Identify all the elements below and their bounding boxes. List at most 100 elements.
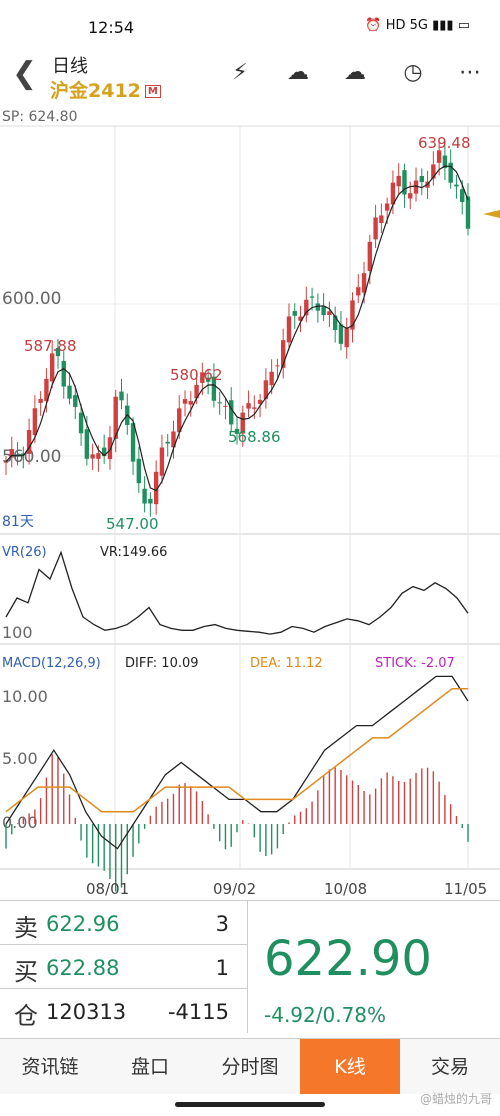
candle-body <box>107 437 113 460</box>
macd-dea: DEA: 11.12 <box>250 656 323 671</box>
oi-change: -4115 <box>167 1000 229 1024</box>
macd-diff: DIFF: 10.09 <box>125 656 199 671</box>
candle-body <box>165 441 170 444</box>
back-icon[interactable]: ❮ <box>12 56 38 91</box>
candle-body <box>130 423 136 462</box>
lightning-icon[interactable]: ⚡ <box>232 60 248 85</box>
annotation-high: 639.48 <box>418 134 471 152</box>
candle-body <box>240 412 245 434</box>
badge: M <box>144 85 161 98</box>
macd-tick-5: 5.00 <box>2 749 38 768</box>
candle-body <box>229 400 234 425</box>
x-label-1008: 10/08 <box>324 880 367 898</box>
tab-orderbook[interactable]: 盘口 <box>130 1056 169 1078</box>
candle-body <box>384 203 390 211</box>
tab-intraday[interactable]: 分时图 <box>221 1056 279 1078</box>
buy-row[interactable]: 买 622.88 1 <box>0 945 248 989</box>
cloud-down-icon[interactable]: ☁ <box>287 60 309 85</box>
y-tick-600: 600.00 <box>2 289 61 309</box>
x-label-0902: 09/02 <box>213 880 256 898</box>
candle-body <box>390 182 396 205</box>
tab-trade[interactable]: 交易 <box>430 1056 469 1078</box>
candle-body <box>9 449 14 458</box>
cloud-sync-icon[interactable]: ☁ <box>344 60 366 85</box>
status-icons: ⏰ HD 5G ▮▮▮ ▭ <box>365 18 470 33</box>
candle-body <box>402 170 407 195</box>
candle-body <box>361 273 367 293</box>
oi-value: 120313 <box>46 1000 127 1024</box>
candle-body <box>159 447 165 476</box>
candle-body <box>309 296 315 298</box>
tab-news[interactable]: 资讯链 <box>21 1056 79 1078</box>
candle-body <box>327 311 332 316</box>
candle-body <box>234 428 240 434</box>
price-change: -4.92/0.78% <box>264 1003 387 1027</box>
candle-body <box>448 162 453 183</box>
x-label-1105: 11/05 <box>444 880 487 898</box>
candle-body <box>211 376 217 401</box>
candle-body <box>431 164 436 179</box>
macd-name: MACD(12,26,9) <box>2 656 101 671</box>
kline-svg[interactable]: SP: 624.80 600.00 560.00 81天 639.48 587.… <box>0 104 500 900</box>
candle-body <box>257 399 263 404</box>
sell-label: 卖 <box>14 914 38 942</box>
candle-body <box>26 430 32 454</box>
symbol-title: 沪金2412 M <box>50 76 161 103</box>
y-tick-560: 560.00 <box>2 447 61 467</box>
x-label-0801: 08/01 <box>86 880 129 898</box>
candle-body <box>373 217 378 240</box>
vr-line <box>5 550 469 635</box>
annotation-low: 547.00 <box>106 515 159 533</box>
candle-body <box>413 180 419 194</box>
candle-body <box>263 380 269 399</box>
vr-name: VR(26) <box>2 545 47 560</box>
sell-row[interactable]: 卖 622.96 3 <box>0 901 248 945</box>
clock-icon[interactable]: ◷ <box>403 60 423 85</box>
candle-body <box>96 453 101 459</box>
dea-line <box>5 687 468 813</box>
candle-body <box>50 353 55 382</box>
watermark: @蜡烛的九哥 <box>419 1092 492 1106</box>
candle-body <box>356 287 361 296</box>
candle-body <box>454 184 459 187</box>
home-indicator[interactable] <box>175 1102 325 1107</box>
annotation-mid-low: 568.86 <box>228 428 281 446</box>
tab-kline[interactable]: K线 <box>300 1039 400 1095</box>
candle-body <box>465 196 471 229</box>
more-icon[interactable]: ⋯ <box>459 60 481 85</box>
candle-body <box>21 453 26 456</box>
vr-value: VR:149.66 <box>100 545 167 560</box>
sell-price: 622.96 <box>46 912 120 936</box>
candle-body <box>67 385 72 399</box>
candle-body <box>119 391 124 401</box>
last-price: 622.90 <box>264 931 432 987</box>
candle-body <box>460 189 465 203</box>
sp-label: SP: 624.80 <box>2 109 77 125</box>
candle-body <box>275 365 280 367</box>
grid <box>0 125 500 870</box>
buy-qty: 1 <box>215 956 229 980</box>
candle-body <box>32 408 38 435</box>
candle-body <box>332 315 338 331</box>
candle-body <box>321 306 326 316</box>
candle-body <box>171 431 176 448</box>
ma-line <box>5 165 469 492</box>
candle-body <box>153 471 159 505</box>
candle-body <box>367 241 373 271</box>
candle-body <box>38 398 43 403</box>
annotation-left-high: 587.88 <box>24 337 77 355</box>
candle-body <box>350 300 355 330</box>
candle-body <box>252 407 257 409</box>
macd-bars <box>5 754 469 892</box>
open-interest-row: 仓 120313 -4115 <box>0 989 248 1033</box>
symbol-name: 沪金2412 <box>50 80 141 102</box>
candles <box>3 141 471 517</box>
candle-body <box>246 403 251 409</box>
candle-body <box>286 316 292 343</box>
macd-stick: STICK: -2.07 <box>375 656 455 671</box>
home-indicator-area <box>0 1094 500 1116</box>
kline-chart-area[interactable]: SP: 624.80 600.00 560.00 81天 639.48 587.… <box>0 104 500 900</box>
candle-body <box>304 299 309 316</box>
candle-body <box>188 401 193 405</box>
candle-body <box>142 488 147 504</box>
